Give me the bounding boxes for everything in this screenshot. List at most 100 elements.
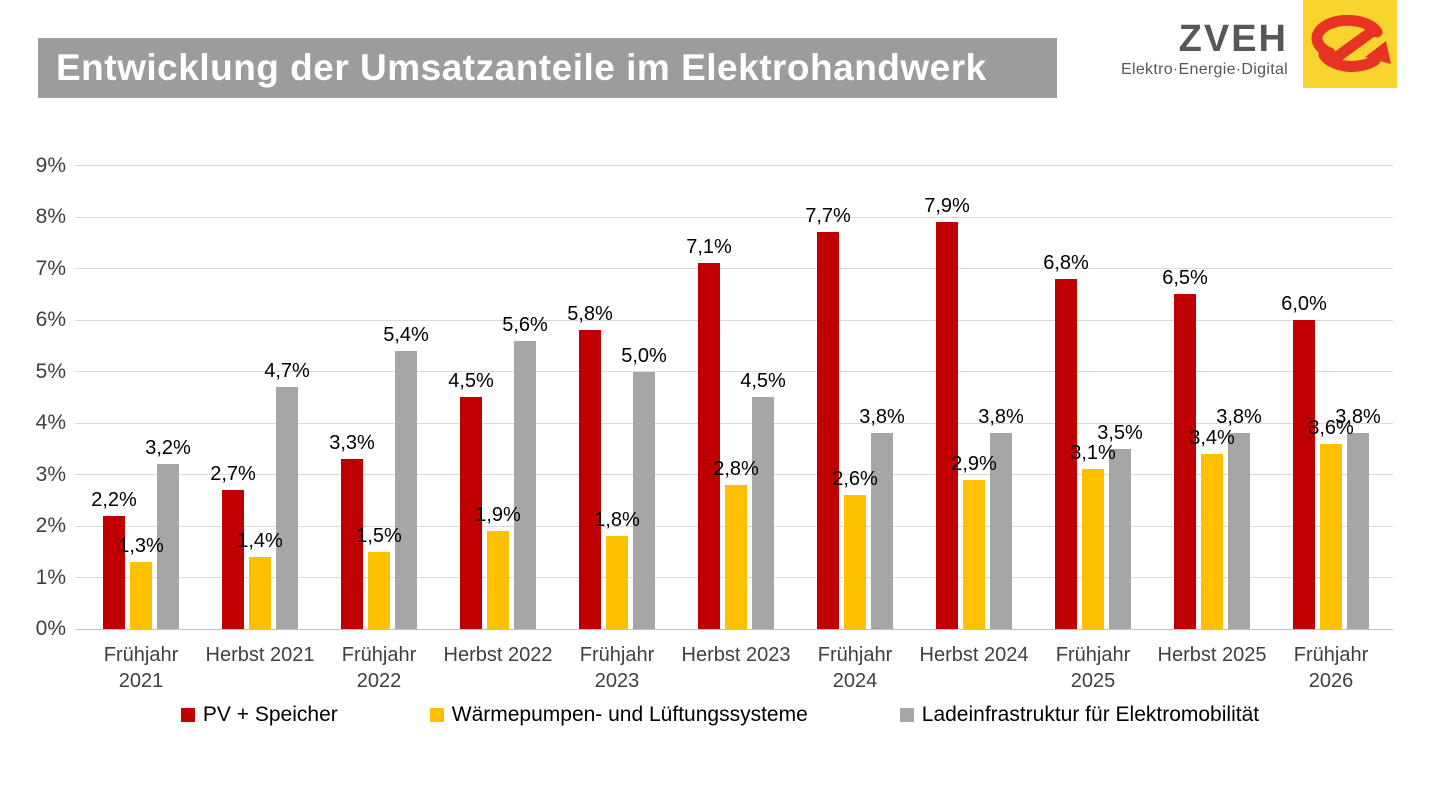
legend-item: Wärmepumpen- und Lüftungssysteme <box>429 703 808 727</box>
bar <box>1320 443 1342 629</box>
gridline <box>75 474 1393 475</box>
bar-value-label: 4,5% <box>448 370 494 393</box>
bar-value-label: 1,3% <box>118 535 164 558</box>
legend-label: Wärmepumpen- und Lüftungssysteme <box>451 703 808 726</box>
bar <box>698 263 720 629</box>
bar-value-label: 2,8% <box>713 457 759 480</box>
bar <box>579 330 601 629</box>
bar <box>249 556 271 629</box>
bar <box>487 531 509 629</box>
bar-value-label: 1,8% <box>594 509 640 532</box>
y-axis-tick-label: 0% <box>35 617 66 640</box>
x-axis-label: Frühjahr 2022 <box>341 644 417 692</box>
bar <box>936 222 958 629</box>
bar-value-label: 3,8% <box>859 406 905 429</box>
bar-value-label: 6,5% <box>1162 267 1208 290</box>
gridline <box>75 268 1393 269</box>
x-axis-label: Herbst 2023 <box>681 644 791 666</box>
bar-value-label: 3,8% <box>1335 406 1381 429</box>
title-bar: Entwicklung der Umsatzanteile im Elektro… <box>38 38 1057 98</box>
bar-value-label: 5,6% <box>502 313 548 336</box>
legend-swatch <box>429 708 444 722</box>
bar-value-label: 3,3% <box>329 432 375 455</box>
bar <box>1228 433 1250 629</box>
y-axis-tick-label: 9% <box>35 153 66 177</box>
x-axis-label: Frühjahr 2021 <box>103 644 179 692</box>
bar-value-label: 4,7% <box>264 359 310 382</box>
bar <box>963 479 985 629</box>
gridline <box>75 371 1393 372</box>
x-axis-label: Frühjahr 2025 <box>1055 644 1131 692</box>
bar-value-label: 3,4% <box>1189 426 1235 449</box>
bar <box>130 562 152 629</box>
x-axis-label: Herbst 2025 <box>1157 644 1267 666</box>
gridline <box>75 216 1393 218</box>
bar <box>103 515 125 629</box>
page-title: Entwicklung der Umsatzanteile im Elektro… <box>56 47 987 88</box>
gridline <box>75 319 1393 321</box>
bar-value-label: 1,4% <box>237 529 283 552</box>
bar-value-label: 2,9% <box>951 452 997 475</box>
bar-value-label: 3,8% <box>1216 406 1262 429</box>
legend-item: Ladeinfrastruktur für Elektromobilität <box>899 703 1260 727</box>
bar-value-label: 3,6% <box>1308 416 1354 439</box>
bar-value-label: 5,8% <box>567 303 613 326</box>
bar-value-label: 5,0% <box>621 344 667 367</box>
bar-value-label: 3,5% <box>1097 421 1143 444</box>
zveh-e-arrow-icon <box>1303 0 1397 88</box>
bar-value-label: 7,1% <box>686 236 732 259</box>
legend-item: PV + Speicher <box>180 703 338 727</box>
gridline <box>75 628 1393 630</box>
bar <box>395 350 417 629</box>
bar-value-label: 2,6% <box>832 468 878 491</box>
bar-value-label: 7,9% <box>924 195 970 218</box>
bar <box>1109 448 1131 629</box>
bar <box>725 484 747 629</box>
bar <box>1055 278 1077 629</box>
legend-label: PV + Speicher <box>202 703 338 726</box>
y-axis-tick-label: 5% <box>35 359 66 383</box>
bar-value-label: 3,8% <box>978 406 1024 429</box>
y-axis-tick-label: 7% <box>35 256 66 280</box>
bar-value-label: 6,8% <box>1043 251 1089 274</box>
x-axis-label: Frühjahr 2023 <box>579 644 655 692</box>
y-axis-tick-label: 8% <box>35 205 66 228</box>
bar-value-label: 6,0% <box>1281 293 1327 315</box>
bar <box>817 232 839 629</box>
bar-value-label: 1,9% <box>475 504 521 527</box>
x-axis-label: Frühjahr 2024 <box>817 644 893 692</box>
zveh-tagline: Elektro·Energie·Digital <box>1121 61 1288 78</box>
y-axis-tick-label: 4% <box>35 411 66 434</box>
bar <box>157 464 179 629</box>
bar <box>844 495 866 629</box>
zveh-logo-text: ZVEH Elektro·Energie·Digital <box>1121 20 1288 79</box>
y-axis-tick-label: 6% <box>35 308 66 331</box>
bar-value-label: 2,7% <box>210 462 256 485</box>
bar <box>460 397 482 629</box>
bar <box>752 397 774 629</box>
bar-value-label: 3,1% <box>1070 442 1116 465</box>
bar <box>633 371 655 629</box>
y-axis-tick-label: 2% <box>35 514 66 537</box>
gridline <box>75 165 1393 166</box>
bar <box>276 386 298 629</box>
bar <box>341 459 363 629</box>
x-axis-label: Frühjahr 2026 <box>1293 644 1369 692</box>
bar <box>222 489 244 629</box>
x-axis-label: Herbst 2021 <box>205 644 315 666</box>
y-axis-tick-label: 1% <box>35 565 66 589</box>
bar <box>1201 453 1223 629</box>
bar <box>514 340 536 629</box>
bar-value-label: 1,5% <box>356 524 402 547</box>
bar <box>1174 294 1196 629</box>
gridline <box>75 422 1393 424</box>
bar-value-label: 2,2% <box>91 488 137 511</box>
x-axis-label: Herbst 2024 <box>919 644 1029 666</box>
bar-value-label: 5,4% <box>383 323 429 346</box>
bar <box>990 433 1012 629</box>
legend-label: Ladeinfrastruktur für Elektromobilität <box>921 703 1260 726</box>
zveh-wordmark: ZVEH <box>1178 18 1288 60</box>
bar-value-label: 4,5% <box>740 370 786 393</box>
